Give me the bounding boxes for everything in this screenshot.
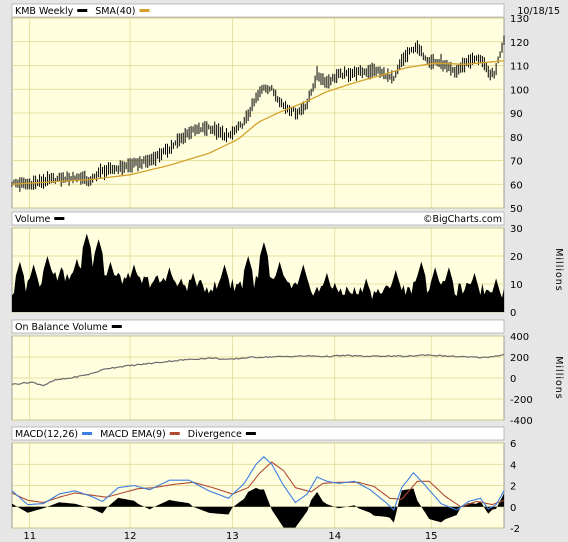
divergence-histogram <box>12 487 504 528</box>
legend-swatch <box>245 432 256 435</box>
legend-label: SMA(40) <box>95 6 135 17</box>
y-tick-label: 120 <box>510 38 529 49</box>
panel-header-1 <box>11 211 505 226</box>
panel-3 <box>11 442 505 529</box>
y-tick-label: 0 <box>510 374 516 385</box>
y-tick-label: 50 <box>510 204 523 215</box>
panel-2 <box>11 335 505 421</box>
y-tick-label: 20 <box>510 252 523 263</box>
y-tick-label: 6 <box>510 439 516 450</box>
x-tick-label: 15 <box>425 531 438 542</box>
y-tick-label: 2 <box>510 482 516 493</box>
volume-area <box>12 233 504 312</box>
y-tick-label: 200 <box>510 353 529 364</box>
legend-label: MACD(12,26) <box>15 429 78 440</box>
y-tick-label: 100 <box>510 85 529 96</box>
volume-unit-label: Millions <box>553 248 564 292</box>
panel-1 <box>11 227 505 313</box>
y-tick-label: 90 <box>510 109 523 120</box>
obv-unit-label: Millions <box>553 356 564 400</box>
x-tick-label: 14 <box>328 531 341 542</box>
y-tick-label: -2 <box>510 524 520 535</box>
obv-line <box>11 353 505 387</box>
x-tick-label: 12 <box>124 531 137 542</box>
legend-swatch <box>111 325 122 328</box>
sma-line <box>11 60 505 185</box>
y-tick-label: 130 <box>510 14 529 25</box>
chart-date: 10/18/15 <box>517 6 560 17</box>
legend-label: MACD EMA(9) <box>100 429 166 440</box>
legend-swatch <box>77 9 88 12</box>
y-tick-label: 4 <box>510 460 516 471</box>
legend-label: On Balance Volume <box>15 322 108 333</box>
y-tick-label: -200 <box>510 395 533 406</box>
watermark: ©BigCharts.com <box>423 214 502 225</box>
legend-label: KMB Weekly <box>15 6 74 17</box>
panel-header-2 <box>11 319 505 334</box>
legend-swatch <box>169 432 180 435</box>
legend-swatch <box>54 217 65 220</box>
y-tick-label: 80 <box>510 133 523 144</box>
legend-swatch <box>139 9 150 12</box>
y-tick-label: 110 <box>510 62 529 73</box>
y-tick-label: 60 <box>510 180 523 191</box>
y-tick-label: 0 <box>510 503 516 514</box>
panel-header-0 <box>11 3 505 18</box>
y-tick-label: 0 <box>510 308 516 319</box>
x-tick-label: 13 <box>226 531 239 542</box>
legend-label: Volume <box>15 214 50 225</box>
y-tick-label: 400 <box>510 332 529 343</box>
macd-line <box>11 456 505 511</box>
panel-header-3 <box>11 426 505 441</box>
y-tick-label: -400 <box>510 416 533 427</box>
panel-0 <box>11 17 505 209</box>
y-tick-label: 10 <box>510 280 523 291</box>
y-tick-label: 30 <box>510 224 523 235</box>
legend-label: Divergence <box>188 429 242 440</box>
legend-swatch <box>82 432 93 435</box>
x-tick-label: 11 <box>23 531 36 542</box>
y-tick-label: 70 <box>510 157 523 168</box>
